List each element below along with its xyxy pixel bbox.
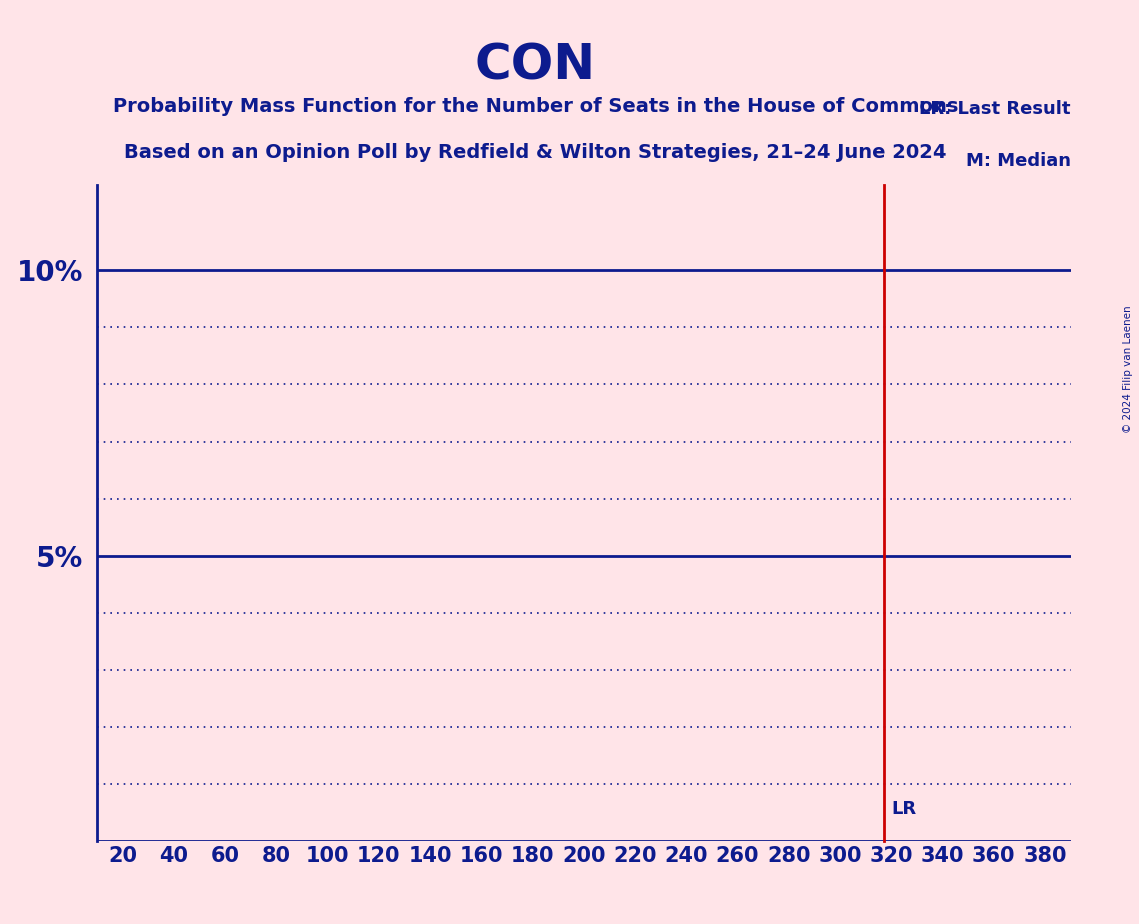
Text: CON: CON xyxy=(475,42,596,90)
Text: LR: Last Result: LR: Last Result xyxy=(919,100,1071,117)
Text: Probability Mass Function for the Number of Seats in the House of Commons: Probability Mass Function for the Number… xyxy=(113,97,958,116)
Text: LR: LR xyxy=(891,800,917,819)
Text: Based on an Opinion Poll by Redfield & Wilton Strategies, 21–24 June 2024: Based on an Opinion Poll by Redfield & W… xyxy=(124,143,947,163)
Text: M: Median: M: Median xyxy=(966,152,1071,170)
Text: © 2024 Filip van Laenen: © 2024 Filip van Laenen xyxy=(1123,306,1133,433)
